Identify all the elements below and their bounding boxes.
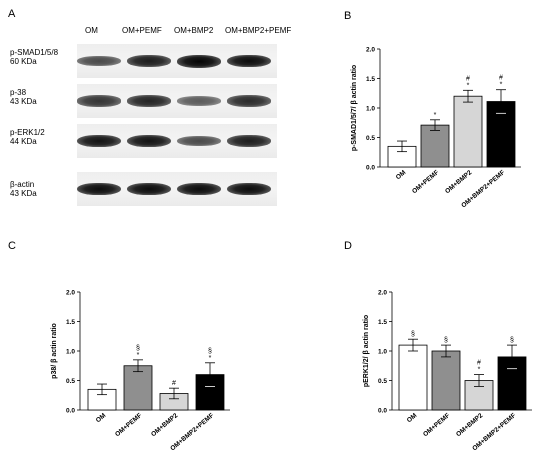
significance-mark: * (500, 82, 503, 89)
y-tick-label: 1.0 (378, 349, 387, 356)
y-tick-label: 0.0 (366, 165, 375, 172)
significance-mark: # (466, 75, 470, 82)
blot-band (177, 182, 221, 196)
panel-letter-a: A (8, 8, 16, 20)
category-label: OM (395, 169, 408, 181)
y-tick-label: 2.0 (366, 47, 375, 54)
blot-band (127, 134, 171, 148)
significance-mark: § (510, 337, 514, 344)
y-tick-label: 1.5 (378, 319, 387, 326)
blot-band (177, 54, 221, 68)
significance-mark: § (411, 331, 415, 338)
protein-size: 44 KDa (10, 137, 37, 146)
blot-band (227, 54, 271, 68)
significance-mark: § (208, 348, 212, 355)
category-label: OM (406, 412, 419, 424)
panel-letter-b: B (344, 10, 352, 22)
category-label: OM+BMP2 (455, 412, 485, 438)
panel-letter-d: D (344, 240, 352, 252)
blot-band (127, 182, 171, 196)
bar (453, 95, 483, 168)
bar (420, 124, 450, 168)
panel-letter-c: C (8, 240, 16, 252)
significance-mark: * (478, 367, 481, 374)
blot-band (227, 134, 271, 148)
y-tick-label: 1.5 (66, 319, 75, 326)
significance-mark: * (467, 82, 470, 89)
blot-band (77, 55, 121, 67)
y-tick-label: 0.5 (66, 378, 75, 385)
y-tick-label: 0.0 (378, 408, 387, 415)
category-label: OM+BMP2 (444, 169, 474, 195)
western-blot: OM OM+PEMF OM+BMP2 OM+BMP2+PEMF p-SMAD1/… (0, 0, 292, 215)
protein-name: p-ERK1/2 (10, 128, 45, 137)
y-axis-label: pERK1/2/ β actin ratio (363, 315, 370, 387)
bar (431, 350, 461, 411)
blot-band (177, 135, 221, 147)
protein-name: β-actin (10, 180, 35, 189)
significance-mark: # (477, 360, 481, 367)
blot-strip (77, 124, 277, 158)
blot-band (227, 182, 271, 196)
blot-lane-label: OM+BMP2+PEMF (225, 26, 292, 35)
y-axis-label: p38/ β actin ratio (51, 323, 58, 379)
y-tick-label: 2.0 (66, 290, 75, 297)
blot-lane-label: OM (85, 26, 98, 35)
blot-band (127, 54, 171, 68)
bar (123, 365, 153, 411)
blot-row-label: β-actin 43 KDa (10, 180, 37, 198)
protein-name: p-SMAD1/5/8 (10, 48, 59, 57)
blot-lane-label: OM+PEMF (122, 26, 162, 35)
blot-row-label: p-ERK1/2 44 KDa (10, 128, 45, 146)
blot-band (77, 182, 121, 196)
y-tick-label: 1.0 (66, 349, 75, 356)
bar-chart-b: 0.0 0.5 1.0 1.5 2.0 p-SMAD1/5/7/ β actin rati… (351, 47, 521, 209)
significance-mark: # (172, 380, 176, 387)
significance-mark: # (499, 75, 503, 82)
y-tick-label: 0.0 (66, 408, 75, 415)
y-tick-label: 0.5 (378, 378, 387, 385)
blot-band (177, 96, 221, 106)
category-label: OM+BMP2 (150, 412, 180, 438)
blot-band (227, 95, 271, 107)
protein-size: 60 KDa (10, 57, 37, 66)
category-label: OM+PEMF (422, 412, 451, 438)
blot-band (127, 95, 171, 107)
significance-mark: § (444, 337, 448, 344)
y-tick-label: 1.5 (366, 76, 375, 83)
y-tick-label: 0.5 (366, 135, 375, 142)
protein-size: 43 KDa (10, 189, 37, 198)
blot-lane-label: OM+BMP2 (174, 26, 214, 35)
protein-name: p-38 (10, 88, 27, 97)
category-label: OM+PEMF (411, 169, 440, 195)
y-axis-label: p-SMAD1/5/7/ β actin ratio (351, 65, 358, 151)
significance-mark: § (136, 345, 140, 352)
protein-size: 43 KDa (10, 97, 37, 106)
y-tick-label: 1.0 (366, 106, 375, 113)
significance-mark: * (209, 355, 212, 362)
category-label: OM+PEMF (114, 412, 143, 438)
bar (398, 344, 428, 411)
category-label: OM (95, 412, 108, 424)
y-tick-label: 2.0 (378, 290, 387, 297)
blot-band (77, 134, 121, 148)
blot-band (77, 95, 121, 107)
blot-strip (77, 44, 277, 78)
blot-row-label: p-38 43 KDa (10, 88, 37, 106)
blot-row-label: p-SMAD1/5/8 60 KDa (10, 48, 58, 66)
blot-strip (77, 84, 277, 118)
significance-mark: * (434, 112, 437, 119)
bar-chart-d: 0.0 0.5 1.0 1.5 2.0 pERK1/2/ β actin ratio § OM… (363, 290, 532, 452)
significance-mark: * (137, 352, 140, 359)
blot-strip (77, 172, 277, 206)
